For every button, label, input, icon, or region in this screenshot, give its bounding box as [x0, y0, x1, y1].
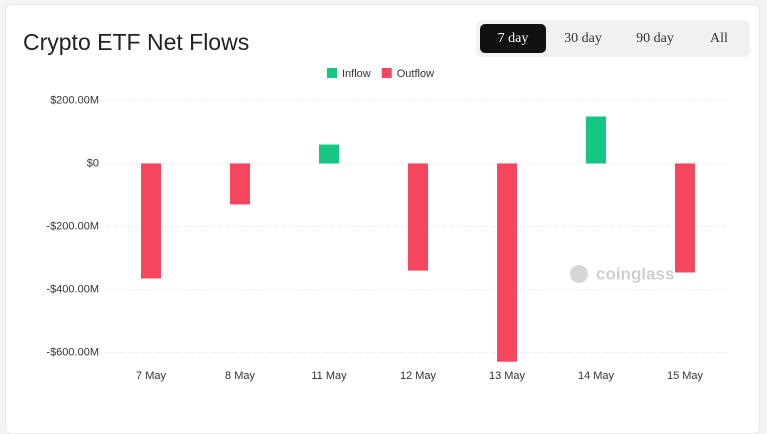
bar — [675, 163, 695, 273]
range-tab[interactable]: All — [710, 31, 728, 46]
watermark-logo — [570, 265, 588, 283]
legend-label: Inflow — [342, 68, 371, 80]
x-tick-label: 14 May — [578, 370, 615, 382]
y-tick-label: -$200.00M — [46, 220, 99, 232]
bar — [319, 144, 339, 164]
x-tick-label: 13 May — [489, 370, 526, 382]
bar — [408, 163, 428, 271]
bar — [230, 163, 250, 205]
y-tick-label: $0 — [87, 157, 99, 169]
chart-title: Crypto ETF Net Flows — [23, 29, 250, 55]
bar — [497, 163, 517, 362]
range-tab[interactable]: 7 day — [480, 24, 546, 53]
range-tab[interactable]: 90 day — [636, 31, 674, 46]
x-tick-label: 15 May — [667, 370, 704, 382]
watermark: coinglass — [596, 264, 674, 283]
legend-label: Outflow — [397, 68, 434, 80]
bar — [586, 116, 606, 164]
y-tick-label: -$600.00M — [46, 346, 99, 358]
bar — [141, 163, 161, 279]
legend-swatch — [381, 68, 392, 78]
x-tick-label: 7 May — [136, 370, 166, 382]
x-tick-label: 12 May — [400, 370, 437, 382]
y-tick-label: -$400.00M — [46, 283, 99, 295]
legend-swatch — [327, 68, 337, 78]
range-tabs: 7 day 30 day 90 day All — [476, 20, 750, 57]
x-tick-label: 8 May — [225, 370, 255, 382]
y-tick-label: $200.00M — [50, 94, 99, 106]
x-tick-label: 11 May — [311, 370, 347, 382]
range-tab[interactable]: 30 day — [564, 31, 602, 46]
